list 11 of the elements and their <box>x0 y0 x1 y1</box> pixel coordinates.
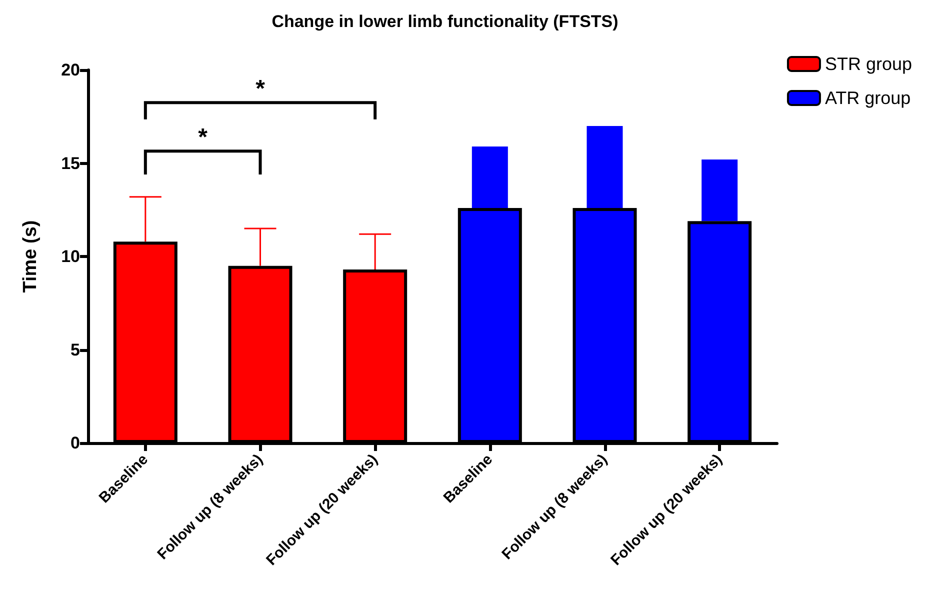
legend-label: ATR group <box>824 88 911 108</box>
y-axis-title: Time (s) <box>20 220 41 293</box>
y-tick-label: 0 <box>70 434 80 452</box>
annotation: * <box>256 76 266 103</box>
chart-title: Change in lower limb functionality (FTSTS) <box>272 12 618 31</box>
y-tick-label: 5 <box>70 340 80 360</box>
y-tick-label: 10 <box>61 247 80 266</box>
annotation: * <box>198 124 208 152</box>
y-tick-label: 15 <box>61 154 80 173</box>
legend-label: STR group <box>824 54 912 74</box>
y-tick-label: 20 <box>61 60 80 80</box>
